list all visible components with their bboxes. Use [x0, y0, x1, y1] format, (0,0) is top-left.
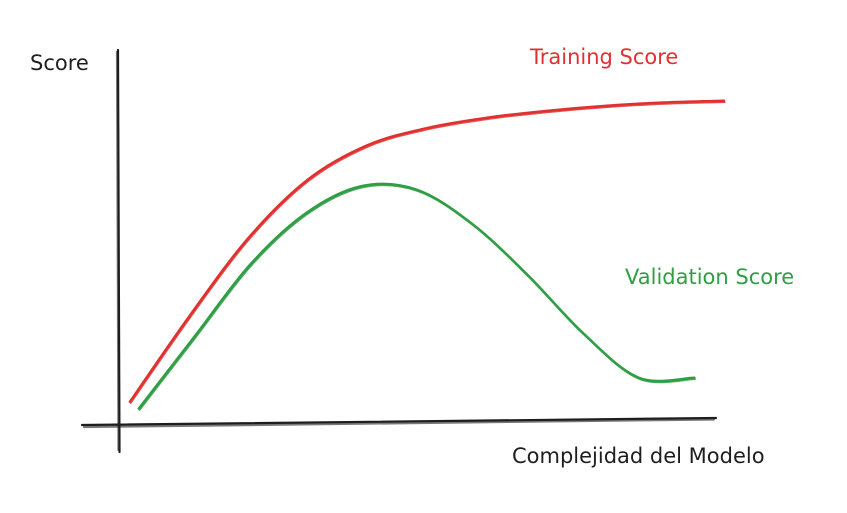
series-layer: Training Score Validation Score [128, 45, 794, 411]
y-axis-label: Score [30, 51, 89, 75]
series-line-training-score [128, 99, 726, 403]
series-label-validation-score: Validation Score [625, 265, 794, 289]
series-line-validation-score [137, 182, 696, 410]
series-line-validation-score-stroke2 [138, 184, 696, 411]
y-axis [115, 48, 121, 454]
x-axis-label: Complejidad del Modelo [512, 444, 765, 468]
series-line-training-score-stroke2 [130, 101, 726, 404]
series-label-training-score: Training Score [529, 45, 678, 69]
series-training-score: Training Score [128, 45, 726, 404]
x-axis [80, 416, 718, 429]
series-validation-score: Validation Score [137, 182, 794, 411]
